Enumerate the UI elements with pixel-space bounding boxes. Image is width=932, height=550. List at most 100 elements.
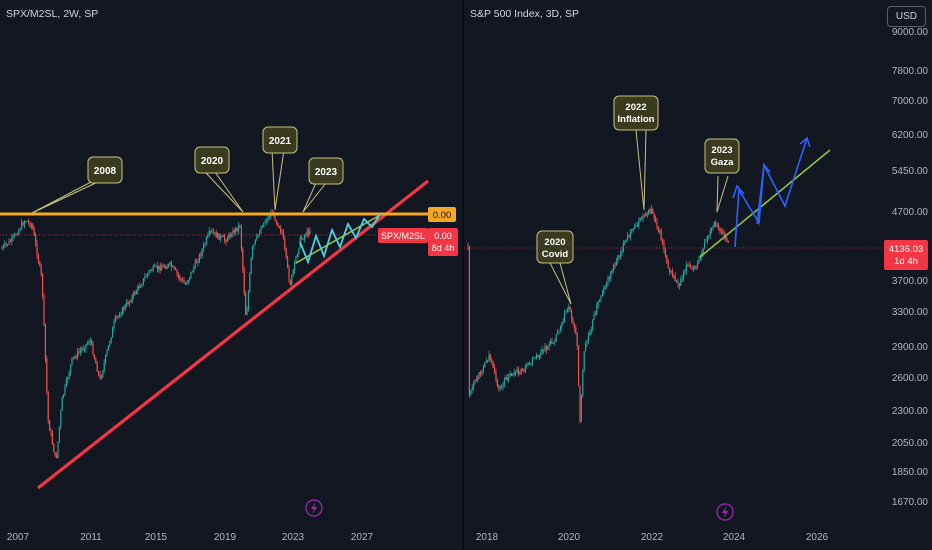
candle — [627, 235, 629, 240]
right-green-trendline[interactable] — [699, 149, 831, 258]
left-chart-svg[interactable]: 2008 2020 2021 2023 0.00 SPX/M2SL 0.00 8… — [0, 0, 463, 550]
right-lightning-icon[interactable] — [716, 503, 734, 521]
candle — [592, 319, 594, 329]
candle — [477, 375, 479, 381]
annotation-2020-covid[interactable]: 2020 Covid — [536, 230, 574, 264]
candle — [520, 368, 522, 375]
candle — [676, 280, 678, 282]
candle — [522, 368, 524, 371]
candle — [84, 348, 86, 350]
candle — [629, 230, 631, 238]
candle — [669, 268, 671, 273]
candle — [534, 358, 536, 360]
candle — [156, 266, 158, 270]
candle — [642, 215, 644, 220]
annotation-2021[interactable]: 2021 — [262, 126, 298, 154]
candle — [502, 383, 504, 388]
candle — [245, 293, 247, 315]
candle — [509, 373, 511, 378]
candle — [301, 237, 303, 239]
candle — [575, 328, 577, 334]
left-green-trendline[interactable] — [295, 213, 383, 264]
candle — [36, 243, 38, 256]
left-symbol-label: SPX/M2SL — [378, 228, 428, 243]
candle — [677, 280, 679, 285]
candle — [513, 372, 515, 375]
candle — [559, 326, 561, 331]
candle — [282, 231, 284, 239]
candle — [715, 222, 717, 226]
pane-divider[interactable] — [462, 0, 464, 550]
candle — [309, 231, 311, 234]
candle — [697, 263, 699, 267]
candle — [289, 280, 291, 285]
annotation-2020[interactable]: 2020 — [194, 146, 230, 174]
candle — [194, 261, 196, 268]
left-chart-pane[interactable]: SPX/M2SL, 2W, SP 2008 2020 202 — [0, 0, 463, 550]
candle — [106, 350, 108, 356]
candle — [23, 221, 25, 226]
left-resistance-price-label: 0.00 — [428, 207, 456, 222]
candle — [537, 354, 539, 358]
candle — [268, 216, 270, 218]
candle — [26, 221, 28, 223]
candle — [607, 277, 609, 284]
right-chart-svg[interactable]: 2020 Covid 2022 Inflation 2023 Gaza 9000… — [464, 0, 932, 550]
candle — [650, 208, 652, 214]
candle — [232, 230, 234, 237]
candle — [550, 340, 552, 345]
candle — [475, 380, 477, 382]
candle — [558, 330, 560, 332]
candle — [261, 226, 263, 228]
annotation-2023-gaza[interactable]: 2023 Gaza — [704, 138, 740, 174]
candle — [281, 231, 283, 233]
left-lightning-icon[interactable] — [305, 499, 323, 517]
right-projection-arrows[interactable] — [732, 136, 811, 248]
right-y-tick-label: 3300.00 — [892, 307, 929, 318]
candle — [221, 235, 223, 237]
candle — [204, 244, 206, 245]
candle — [624, 241, 626, 244]
left-projection-path[interactable] — [299, 213, 381, 265]
candle — [285, 248, 287, 257]
candle — [119, 315, 121, 317]
candle — [218, 233, 220, 240]
candle — [478, 372, 480, 376]
svg-text:4136.03: 4136.03 — [889, 244, 923, 255]
annotation-2023[interactable]: 2023 — [308, 157, 344, 185]
candle — [29, 222, 31, 227]
candle — [68, 372, 70, 379]
candle — [187, 279, 189, 284]
right-chart-pane[interactable]: S&P 500 Index, 3D, SP 2020 Covid 2022 — [464, 0, 932, 550]
candle — [485, 361, 487, 363]
left-support-trendline[interactable] — [37, 179, 429, 490]
annotation-2008[interactable]: 2008 — [87, 156, 123, 184]
candle — [600, 296, 602, 300]
currency-button[interactable]: USD — [886, 6, 926, 27]
candle — [175, 268, 177, 271]
candle — [548, 344, 550, 347]
candle — [561, 322, 563, 327]
candle — [583, 351, 585, 370]
candle — [706, 236, 708, 241]
candle — [256, 235, 258, 240]
candle — [149, 270, 151, 272]
candle — [152, 266, 154, 271]
annotation-2022-inflation[interactable]: 2022 Inflation — [613, 95, 659, 131]
candle — [196, 261, 198, 264]
candle — [133, 292, 135, 296]
candle — [93, 354, 95, 359]
candle — [695, 265, 697, 267]
svg-text:8d 4h: 8d 4h — [432, 243, 455, 253]
candle — [725, 236, 727, 239]
candle — [173, 266, 175, 269]
left-annotation-pointers — [29, 149, 327, 215]
candle — [225, 240, 227, 242]
candle — [551, 340, 553, 344]
candle — [47, 391, 49, 421]
candle — [159, 265, 161, 271]
candle — [498, 386, 500, 389]
candle — [274, 212, 276, 221]
candle — [291, 274, 293, 285]
candle — [572, 318, 574, 325]
